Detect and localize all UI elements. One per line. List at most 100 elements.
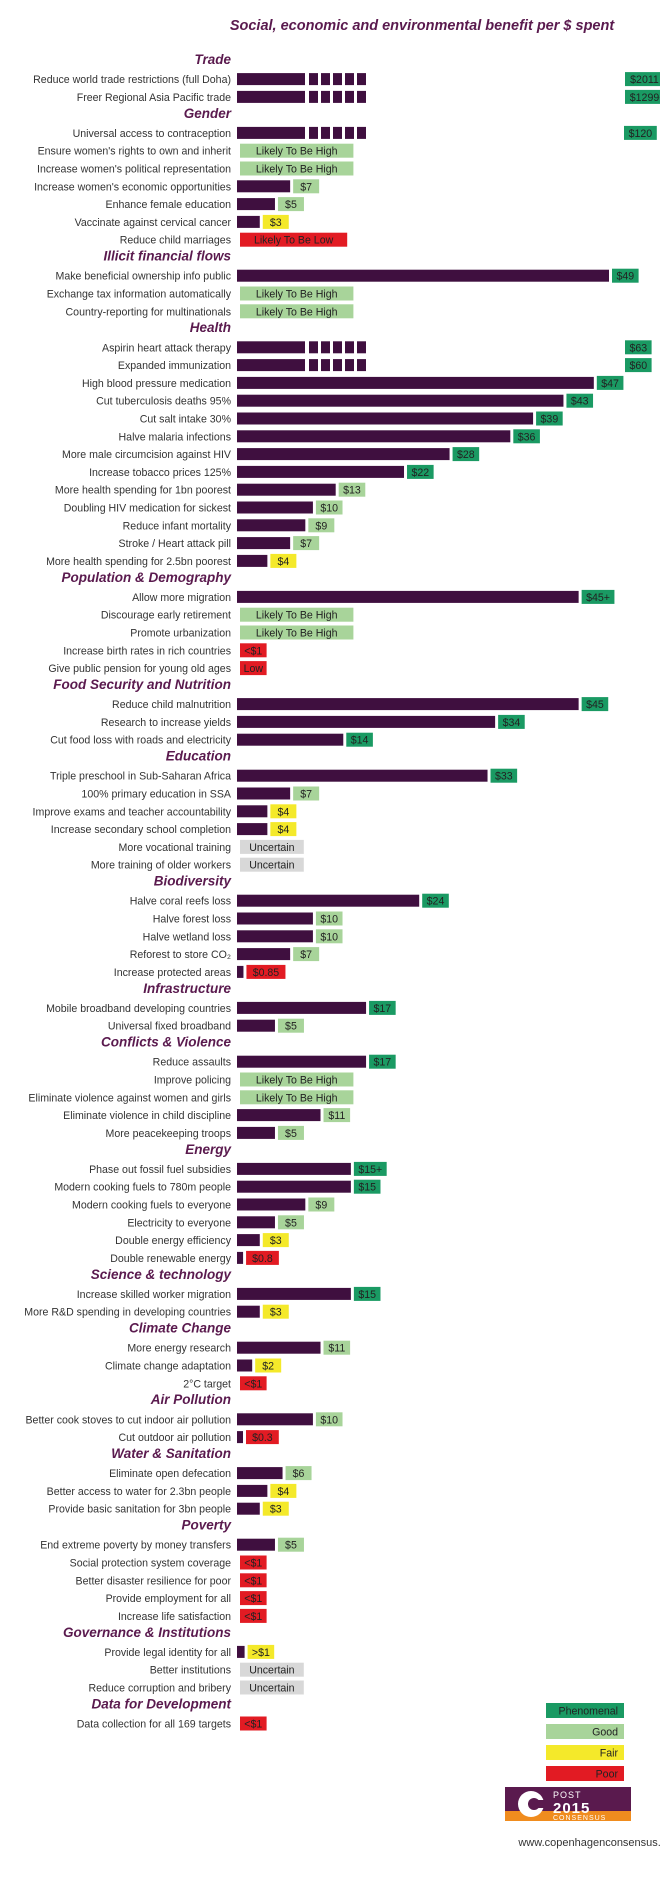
row-label: Social protection system coverage: [70, 1558, 231, 1570]
legend-label-poor: Poor: [596, 1769, 619, 1781]
bar: [237, 1538, 275, 1551]
bar-break-segment: [333, 341, 342, 354]
value-badge: [625, 340, 652, 355]
group-heading-education: Education: [166, 749, 231, 764]
bar-break-segment: [357, 341, 366, 354]
value-badge: [270, 822, 297, 837]
row-label: Provide basic sanitation for 3bn people: [48, 1504, 231, 1516]
row-label: Doubling HIV medication for sickest: [64, 503, 231, 515]
value-label: $7: [300, 789, 312, 801]
bar-break-segment: [309, 341, 318, 354]
value-label: $4: [277, 1486, 289, 1498]
legend-label-phenomenal: Phenomenal: [559, 1706, 619, 1718]
value-label: $7: [300, 949, 312, 961]
value-badge: [240, 286, 354, 301]
value-badge: [581, 589, 615, 604]
row-label: Provide employment for all: [106, 1593, 231, 1605]
value-label: $11: [328, 1343, 345, 1355]
legend: Phenomenal Good Fair Poor: [546, 1703, 624, 1781]
value-badge: [240, 661, 267, 676]
row-label: More training of older workers: [91, 860, 231, 872]
row-label: Vaccinate against cervical cancer: [75, 217, 232, 229]
value-label: $9: [315, 1200, 327, 1212]
bar: [237, 73, 305, 86]
value-badge: [240, 625, 354, 640]
bar-break-segment: [309, 359, 318, 372]
row-label: Provide legal identity for all: [104, 1647, 231, 1659]
row-label: Reduce assaults: [153, 1057, 231, 1069]
value-label: $3: [270, 1504, 282, 1516]
bar: [237, 1234, 260, 1247]
value-label: $28: [457, 449, 475, 461]
row-label: Halve wetland loss: [143, 931, 231, 943]
group-heading-food-security-and-nutrition: Food Security and Nutrition: [53, 677, 231, 692]
value-badge: [285, 1466, 312, 1481]
value-badge: [240, 1608, 267, 1623]
value-badge: [338, 482, 366, 497]
bar: [237, 1467, 283, 1480]
value-badge: [246, 1430, 279, 1445]
value-label: $34: [503, 717, 521, 729]
value-label: $7: [300, 181, 312, 193]
value-badge: [240, 232, 348, 247]
row-label: Increase protected areas: [114, 967, 231, 979]
row-label: End extreme poverty by money transfers: [40, 1540, 231, 1552]
value-label: $17: [374, 1057, 392, 1069]
bar: [237, 965, 244, 978]
bar: [237, 1162, 351, 1175]
value-badge: [262, 1304, 289, 1319]
value-badge: [240, 839, 304, 854]
value-label: >$1: [252, 1647, 270, 1659]
group-heading-health: Health: [190, 320, 231, 335]
row-label: Reduce infant mortality: [123, 520, 232, 532]
group-heading-water-sanitation: Water & Sanitation: [111, 1446, 231, 1461]
value-label: $5: [285, 1021, 297, 1033]
bar: [237, 787, 291, 800]
row-label: Allow more migration: [132, 592, 231, 604]
row-label: Phase out fossil fuel subsidies: [89, 1164, 231, 1176]
value-label: Likely To Be High: [256, 628, 338, 640]
bar-break-segment: [345, 341, 354, 354]
bar: [237, 769, 488, 782]
row-label: Halve malaria infections: [119, 431, 231, 443]
value-label: Likely To Be High: [256, 1075, 338, 1087]
value-badge: [240, 1072, 354, 1087]
value-label: Likely To Be High: [256, 1092, 338, 1104]
value-label: $60: [629, 360, 647, 372]
value-label: $22: [411, 467, 429, 479]
value-badge: [240, 304, 354, 319]
value-badge: [596, 375, 624, 390]
row-label: High blood pressure medication: [82, 378, 231, 390]
bar-break-segment: [309, 73, 318, 86]
value-badge: [369, 1054, 396, 1069]
bar-break-segment: [333, 90, 342, 103]
row-label: Modern cooking fuels to 780m people: [54, 1182, 231, 1194]
value-badge: [240, 161, 354, 176]
value-badge: [240, 1573, 267, 1588]
bar-break-segment: [321, 359, 330, 372]
value-label: Uncertain: [249, 860, 294, 872]
value-badge: [240, 1662, 304, 1677]
value-label: $49: [616, 271, 634, 283]
value-label: $2: [262, 1361, 274, 1373]
group-heading-conflicts-violence: Conflicts & Violence: [101, 1035, 232, 1050]
row-label: More peacekeeping troops: [106, 1128, 231, 1140]
value-badge: [513, 429, 540, 444]
value-label: Uncertain: [249, 1665, 294, 1677]
group-heading-energy: Energy: [185, 1142, 232, 1157]
bar: [237, 1001, 367, 1014]
row-label: Reduce corruption and bribery: [88, 1683, 231, 1695]
value-label: $15+: [358, 1164, 382, 1176]
group-heading-population-demography: Population & Demography: [61, 570, 232, 585]
bar-break-segment: [321, 90, 330, 103]
value-label: $4: [277, 806, 289, 818]
row-label: Eliminate violence in child discipline: [63, 1110, 231, 1122]
bar: [237, 715, 496, 728]
value-label: $0.3: [252, 1432, 273, 1444]
value-badge: [315, 500, 343, 515]
row-label: Aspirin heart attack therapy: [102, 342, 232, 354]
group-heading-infrastructure: Infrastructure: [143, 981, 231, 996]
bar: [237, 823, 268, 836]
value-badge: [407, 464, 434, 479]
bar-break-segment: [357, 359, 366, 372]
